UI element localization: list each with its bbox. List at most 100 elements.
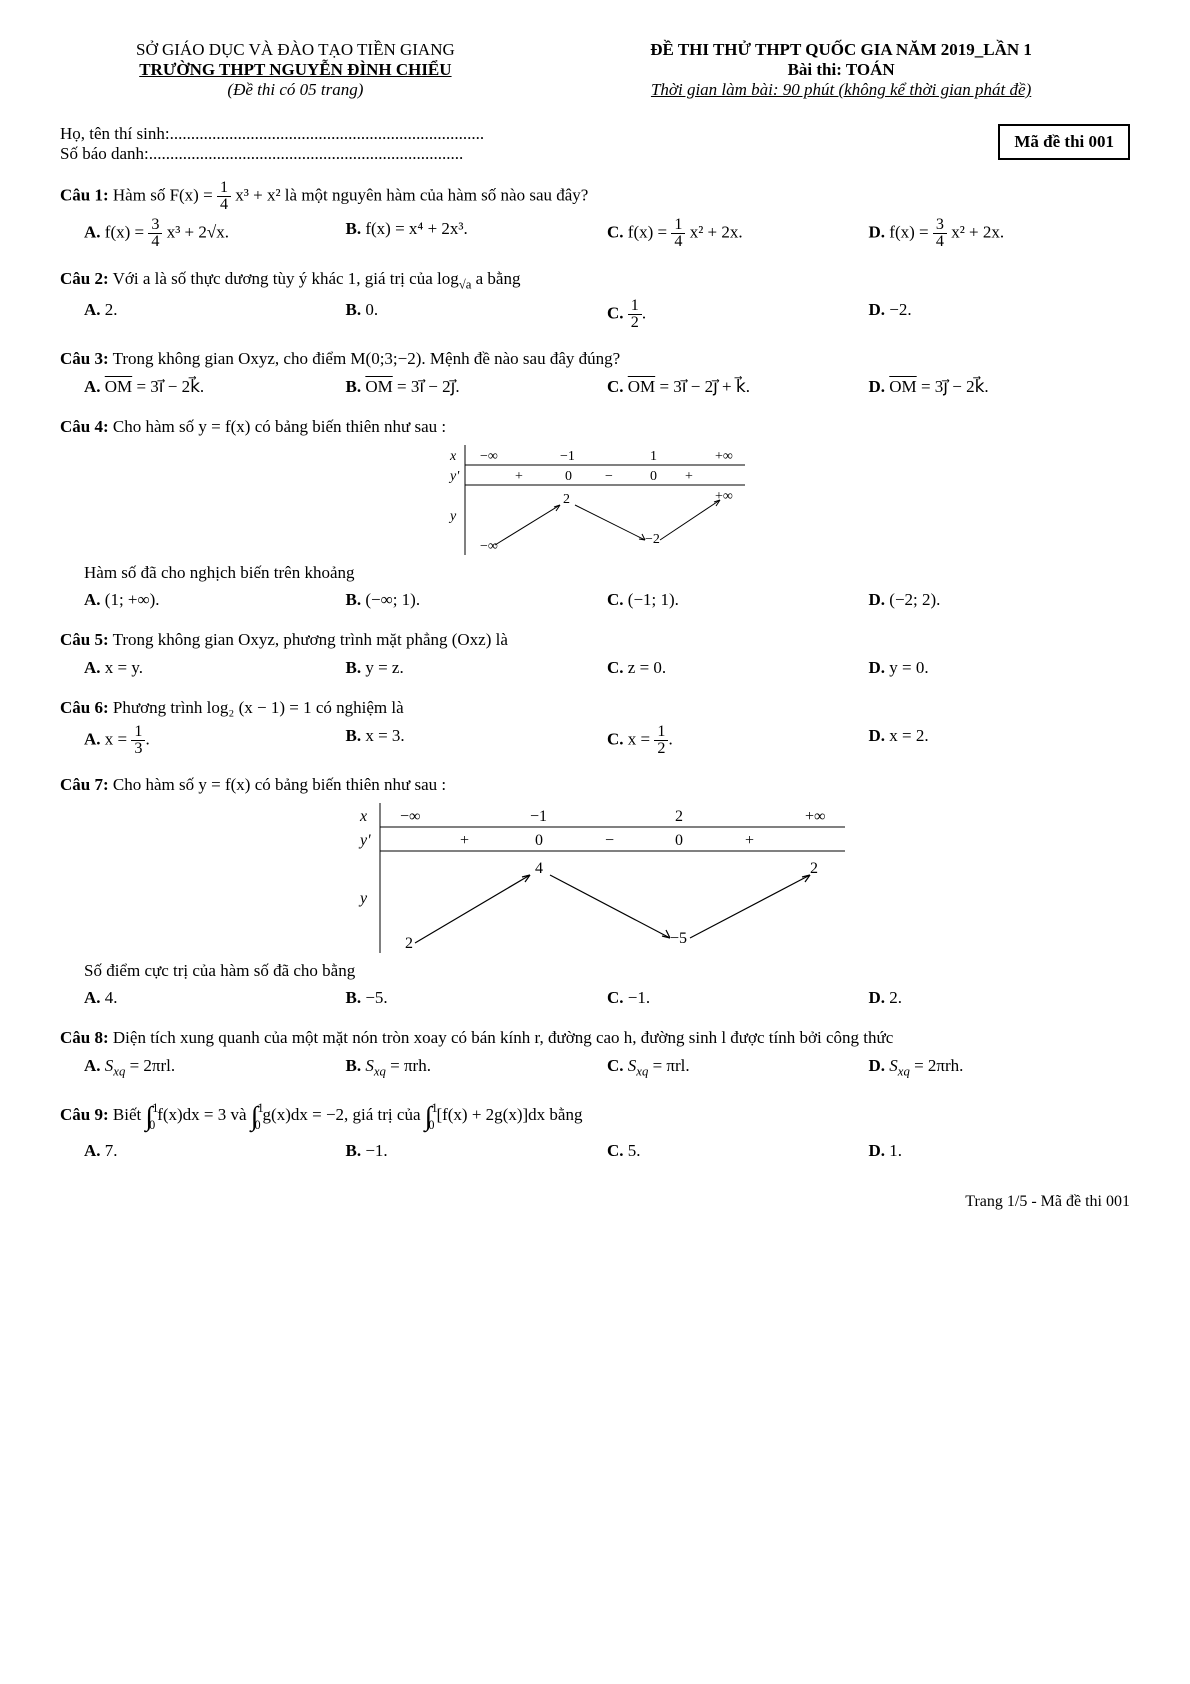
q6-choice-a: A. x = 13. xyxy=(84,724,346,757)
q7-c-lbl: C. xyxy=(607,988,628,1007)
q9-d: 1. xyxy=(889,1141,902,1160)
q8-c-sub: xq xyxy=(636,1064,648,1078)
q2-c-frac: 12 xyxy=(628,298,642,331)
q2-sub: √a xyxy=(459,277,472,291)
q1-choice-b: B. f(x) = x⁴ + 2x³. xyxy=(346,217,608,250)
question-9: Câu 9: Biết ∫01 f(x)dx = 3 và ∫01 g(x)dx… xyxy=(60,1097,1130,1163)
q1-a-frac: 34 xyxy=(148,217,162,250)
q5-choice-c: C. z = 0. xyxy=(607,656,869,680)
q4-label: Câu 4: xyxy=(60,417,109,436)
q6-b: x = 3. xyxy=(365,726,404,745)
q3-b: = 3i⃗ − 2j⃗. xyxy=(393,377,460,396)
question-8: Câu 8: Diện tích xung quanh của một mặt … xyxy=(60,1026,1130,1081)
q1-a-den: 4 xyxy=(148,234,162,250)
q2-c-num: 1 xyxy=(628,298,642,315)
q3-c-om: OM xyxy=(628,377,655,396)
q8-choice-c: C. Sxq = πrl. xyxy=(607,1054,869,1081)
svg-text:4: 4 xyxy=(535,860,543,877)
q1-d-frac: 34 xyxy=(933,217,947,250)
q5-choice-b: B. y = z. xyxy=(346,656,608,680)
svg-text:2: 2 xyxy=(675,808,683,825)
q2-a: 2. xyxy=(105,300,118,319)
q1-a-pre: f(x) = xyxy=(101,223,149,242)
q3-b-lbl: B. xyxy=(346,377,366,396)
q1-a-lbl: A. xyxy=(84,223,101,242)
q6-a-pre: x = xyxy=(105,729,132,748)
exam-code-box: Mã đề thi 001 xyxy=(998,124,1130,160)
q7-choice-d: D. 2. xyxy=(869,986,1131,1010)
q7-c: −1. xyxy=(628,988,650,1007)
q8-choice-a: A. Sxq = 2πrl. xyxy=(84,1054,346,1081)
q8-a-rhs: = 2πrl. xyxy=(125,1056,175,1075)
question-2: Câu 2: Với a là số thực dương tùy ý khác… xyxy=(60,267,1130,332)
q5-d-lbl: D. xyxy=(869,658,890,677)
id-label: Số báo danh: xyxy=(60,144,149,163)
q4-a: (1; +∞). xyxy=(105,590,160,609)
q1-a-post: x³ + 2√x. xyxy=(162,223,229,242)
q6-c-post: . xyxy=(668,729,672,748)
q8-label: Câu 8: xyxy=(60,1028,109,1047)
question-1: Câu 1: Hàm số F(x) = 14 x³ + x² là một n… xyxy=(60,180,1130,251)
q6-d-lbl: D. xyxy=(869,726,890,745)
q4-choice-a: A. (1; +∞). xyxy=(84,588,346,612)
name-line: Họ, tên thí sinh:.......................… xyxy=(60,124,788,144)
q2-c-den: 2 xyxy=(628,315,642,331)
q6-text: Phương trình log₂ (x − 1) = 1 có nghiệm … xyxy=(113,698,404,717)
q8-b-rhs: = πrh. xyxy=(386,1056,431,1075)
q2-c-post: . xyxy=(642,303,646,322)
svg-text:y': y' xyxy=(448,469,460,484)
svg-text:+: + xyxy=(745,832,754,849)
q1-d-lbl: D. xyxy=(869,223,886,242)
q3-d-om: OM xyxy=(889,377,916,396)
q1-d-num: 3 xyxy=(933,217,947,234)
q9-int3-lo: 0 xyxy=(428,1117,434,1134)
question-3: Câu 3: Trong không gian Oxyz, cho điểm M… xyxy=(60,347,1130,399)
q6-c-frac: 12 xyxy=(654,724,668,757)
q6-label: Câu 6: xyxy=(60,698,109,717)
q2-text: Với a là số thực dương tùy ý khác 1, giá… xyxy=(113,269,459,288)
question-7: Câu 7: Cho hàm số y = f(x) có bảng biến … xyxy=(60,773,1130,1010)
q1-frac-num: 1 xyxy=(217,180,231,197)
q9-choice-d: D. 1. xyxy=(869,1139,1131,1163)
q7-a-lbl: A. xyxy=(84,988,105,1007)
q1-choices: A. f(x) = 34 x³ + 2√x. B. f(x) = x⁴ + 2x… xyxy=(60,217,1130,250)
q7-choices: A. 4. B. −5. C. −1. D. 2. xyxy=(60,986,1130,1010)
q1-frac: 14 xyxy=(217,180,231,213)
q1-text-a: Hàm số F(x) = xyxy=(113,186,217,205)
header-right: ĐỀ THI THỬ THPT QUỐC GIA NĂM 2019_LẦN 1 … xyxy=(552,40,1130,100)
q8-c-s: S xyxy=(628,1056,637,1075)
q9-a-lbl: A. xyxy=(84,1141,105,1160)
q6-a-den: 3 xyxy=(131,741,145,757)
svg-text:0: 0 xyxy=(650,469,657,484)
question-5: Câu 5: Trong không gian Oxyz, phương trì… xyxy=(60,628,1130,680)
q4-c-lbl: C. xyxy=(607,590,628,609)
q4-d: (−2; 2). xyxy=(889,590,940,609)
name-label: Họ, tên thí sinh: xyxy=(60,124,170,143)
q8-text: Diện tích xung quanh của một mặt nón trò… xyxy=(113,1028,893,1047)
q4-choice-c: C. (−1; 1). xyxy=(607,588,869,612)
q2-text2: a bằng xyxy=(471,269,520,288)
q8-choice-d: D. Sxq = 2πrh. xyxy=(869,1054,1131,1081)
pages-note: (Đề thi có 05 trang) xyxy=(60,80,531,100)
student-fields: Họ, tên thí sinh:.......................… xyxy=(60,124,788,164)
svg-text:+: + xyxy=(460,832,469,849)
svg-text:0: 0 xyxy=(535,832,543,849)
svg-text:2: 2 xyxy=(405,935,413,952)
q9-b-lbl: B. xyxy=(346,1141,366,1160)
q8-a-sub: xq xyxy=(113,1064,125,1078)
q9-choice-a: A. 7. xyxy=(84,1139,346,1163)
q6-c-den: 2 xyxy=(654,741,668,757)
q6-a-frac: 13 xyxy=(131,724,145,757)
svg-text:0: 0 xyxy=(675,832,683,849)
q3-b-om: OM xyxy=(365,377,392,396)
svg-text:−2: −2 xyxy=(645,532,660,547)
q5-b: y = z. xyxy=(365,658,403,677)
q1-c-post: x² + 2x. xyxy=(685,223,742,242)
svg-text:−∞: −∞ xyxy=(400,808,420,825)
q4-bbt-diagram: x y' y −∞ −1 1 +∞ + 0 − 0 + −∞ 2 −2 +∞ xyxy=(435,445,755,555)
q9-int2-hi: 1 xyxy=(258,1100,264,1117)
q3-text: Trong không gian Oxyz, cho điểm M(0;3;−2… xyxy=(113,349,621,368)
q8-d-sub: xq xyxy=(898,1064,910,1078)
exam-header: SỞ GIÁO DỤC VÀ ĐÀO TẠO TIỀN GIANG TRƯỜNG… xyxy=(60,40,1130,100)
svg-text:−1: −1 xyxy=(530,808,547,825)
